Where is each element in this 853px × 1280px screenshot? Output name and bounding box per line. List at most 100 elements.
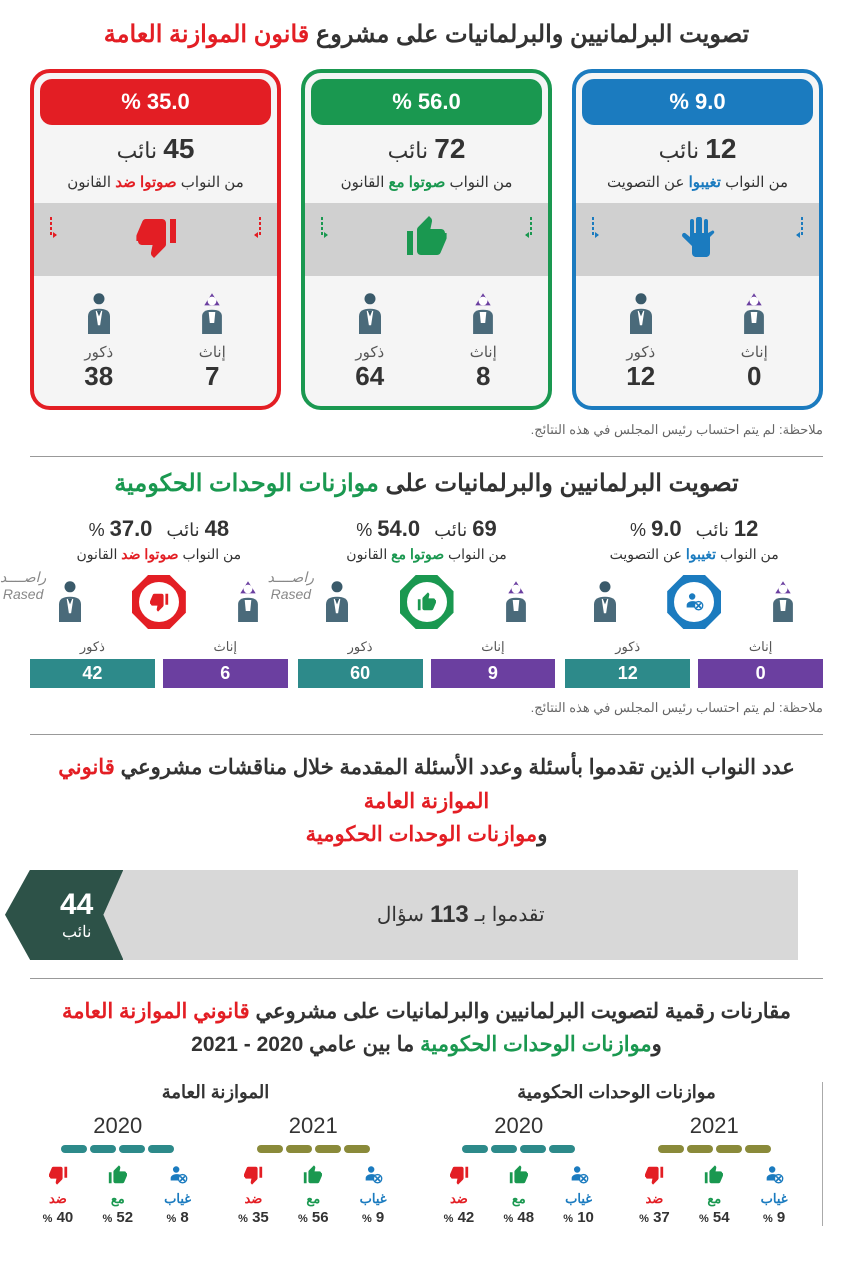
comparison-cell: ضد 42 % xyxy=(431,1161,487,1226)
divider xyxy=(30,456,823,457)
absent-icon xyxy=(345,1161,401,1189)
section2-group: 9.0 % 12 نائب من النواب تغيبوا عن التصوي… xyxy=(565,516,823,688)
section2-group: 54.0 % 69 نائب من النواب صوتوا مع القانو… xyxy=(298,516,556,688)
year-pills xyxy=(627,1145,803,1153)
thumb-up-icon xyxy=(403,213,451,266)
divider xyxy=(30,978,823,979)
year-pills xyxy=(431,1145,607,1153)
comparison-year: 2021 ضد 35 % مع 56 % غياب 9 % xyxy=(226,1113,402,1226)
comparison-half-title: موازنات الوحدات الحكومية xyxy=(431,1082,802,1103)
female-col: إناث 0 xyxy=(698,290,812,392)
section2-title: تصويت البرلمانيين والبرلمانيات على موازن… xyxy=(30,469,823,498)
thumb-up-icon xyxy=(90,1161,146,1189)
comparison-wrap: الموازنة العامة 2020 ضد 40 % مع 52 % غيا… xyxy=(30,1082,823,1226)
comparison-half: موازنات الوحدات الحكومية 2020 ضد 42 % مع… xyxy=(431,1082,823,1226)
female-col: إناث 7 xyxy=(156,290,270,392)
thumb-up-icon xyxy=(491,1161,547,1189)
questions-banner: 44 نائب تقدموا بـ 113 سؤال xyxy=(30,870,823,960)
female-icon xyxy=(737,321,771,338)
divider xyxy=(30,734,823,735)
absent-icon xyxy=(746,1161,802,1189)
comparison-half: الموازنة العامة 2020 ضد 40 % مع 52 % غيا… xyxy=(30,1082,401,1226)
s2-icon-row: راصــــدRased xyxy=(298,575,556,629)
s2-subtitle: من النواب تغيبوا عن التصويت xyxy=(565,546,823,563)
thumb-up-icon xyxy=(407,582,447,622)
s2-gender-row: ذكور 12 إناث 0 xyxy=(565,639,823,688)
card-percent: 35.0 % xyxy=(40,79,271,125)
comparison-cell: غياب 9 % xyxy=(746,1161,802,1226)
card-gender-row: ذكور 64 إناث 8 xyxy=(305,276,548,406)
section2-group: 37.0 % 48 نائب من النواب صوتوا ضد القانو… xyxy=(30,516,288,688)
comparison-year: 2021 ضد 37 % مع 54 % غياب 9 % xyxy=(627,1113,803,1226)
female-col: إناث 8 xyxy=(427,290,541,392)
s2-icon-row xyxy=(565,575,823,629)
s2-subtitle: من النواب صوتوا ضد القانون xyxy=(30,546,288,563)
section2-note: ملاحظة: لم يتم احتساب رئيس المجلس في هذه… xyxy=(30,700,823,716)
year-label: 2020 xyxy=(431,1113,607,1139)
male-icon xyxy=(320,578,354,627)
comparison-cell: ضد 35 % xyxy=(226,1161,282,1226)
female-icon xyxy=(231,578,265,627)
comparison-cell: مع 56 % xyxy=(285,1161,341,1226)
card-percent: 56.0 % xyxy=(311,79,542,125)
card-count: 72 نائب xyxy=(305,133,548,165)
female-icon xyxy=(766,578,800,627)
section1-note: ملاحظة: لم يتم احتساب رئيس المجلس في هذه… xyxy=(30,422,823,438)
card-icon-row xyxy=(305,203,548,276)
card-subtitle: من النواب صوتوا مع القانون xyxy=(305,173,548,191)
section3-title: عدد النواب الذين تقدموا بأسئلة وعدد الأس… xyxy=(30,751,823,852)
comparison-cell: غياب 10 % xyxy=(551,1161,607,1226)
female-col: إناث 9 xyxy=(431,639,556,688)
female-icon xyxy=(195,321,229,338)
male-icon xyxy=(82,321,116,338)
comparison-cell: ضد 40 % xyxy=(30,1161,86,1226)
card-icon-row xyxy=(576,203,819,276)
absent-icon xyxy=(674,582,714,622)
octagon-badge xyxy=(132,575,186,629)
male-icon xyxy=(53,578,87,627)
male-col: ذكور 38 xyxy=(42,290,156,392)
card-percent: 9.0 % xyxy=(582,79,813,125)
year-label: 2021 xyxy=(627,1113,803,1139)
s2-gender-row: ذكور 60 إناث 9 xyxy=(298,639,556,688)
s2-subtitle: من النواب صوتوا مع القانون xyxy=(298,546,556,563)
year-label: 2020 xyxy=(30,1113,206,1139)
octagon-badge xyxy=(400,575,454,629)
female-col: إناث 0 xyxy=(698,639,823,688)
section2-groups: 37.0 % 48 نائب من النواب صوتوا ضد القانو… xyxy=(30,516,823,688)
thumb-down-icon xyxy=(431,1161,487,1189)
card-count: 12 نائب xyxy=(576,133,819,165)
comparison-cell: مع 48 % xyxy=(491,1161,547,1226)
thumb-down-icon xyxy=(139,582,179,622)
male-col: ذكور 42 xyxy=(30,639,155,688)
vote-card: 9.0 % 12 نائب من النواب تغيبوا عن التصوي… xyxy=(572,69,823,410)
male-icon xyxy=(353,321,387,338)
card-gender-row: ذكور 12 إناث 0 xyxy=(576,276,819,406)
male-col: ذكور 60 xyxy=(298,639,423,688)
vote-card: 56.0 % 72 نائب من النواب صوتوا مع القانو… xyxy=(301,69,552,410)
card-subtitle: من النواب تغيبوا عن التصويت xyxy=(576,173,819,191)
vote-card: 35.0 % 45 نائب من النواب صوتوا ضد القانو… xyxy=(30,69,281,410)
comparison-cell: غياب 8 % xyxy=(150,1161,206,1226)
thumb-down-icon xyxy=(226,1161,282,1189)
vote-cards: 35.0 % 45 نائب من النواب صوتوا ضد القانو… xyxy=(30,69,823,410)
comparison-half-title: الموازنة العامة xyxy=(30,1082,401,1103)
female-icon xyxy=(499,578,533,627)
female-icon xyxy=(466,321,500,338)
s2-stat: 37.0 % 48 نائب xyxy=(30,516,288,542)
comparison-cell: ضد 37 % xyxy=(627,1161,683,1226)
s2-gender-row: ذكور 42 إناث 6 xyxy=(30,639,288,688)
section4-title: مقارنات رقمية لتصويت البرلمانيين والبرلم… xyxy=(30,995,823,1062)
absent-icon xyxy=(551,1161,607,1189)
thumb-down-icon xyxy=(132,213,180,266)
s2-icon-row: راصــــدRased xyxy=(30,575,288,629)
comparison-cell: مع 52 % xyxy=(90,1161,146,1226)
card-subtitle: من النواب صوتوا ضد القانون xyxy=(34,173,277,191)
year-pills xyxy=(30,1145,206,1153)
year-pills xyxy=(226,1145,402,1153)
absent-icon xyxy=(150,1161,206,1189)
male-icon xyxy=(588,578,622,627)
hand-icon xyxy=(674,213,722,266)
male-col: ذكور 12 xyxy=(565,639,690,688)
thumb-up-icon xyxy=(686,1161,742,1189)
